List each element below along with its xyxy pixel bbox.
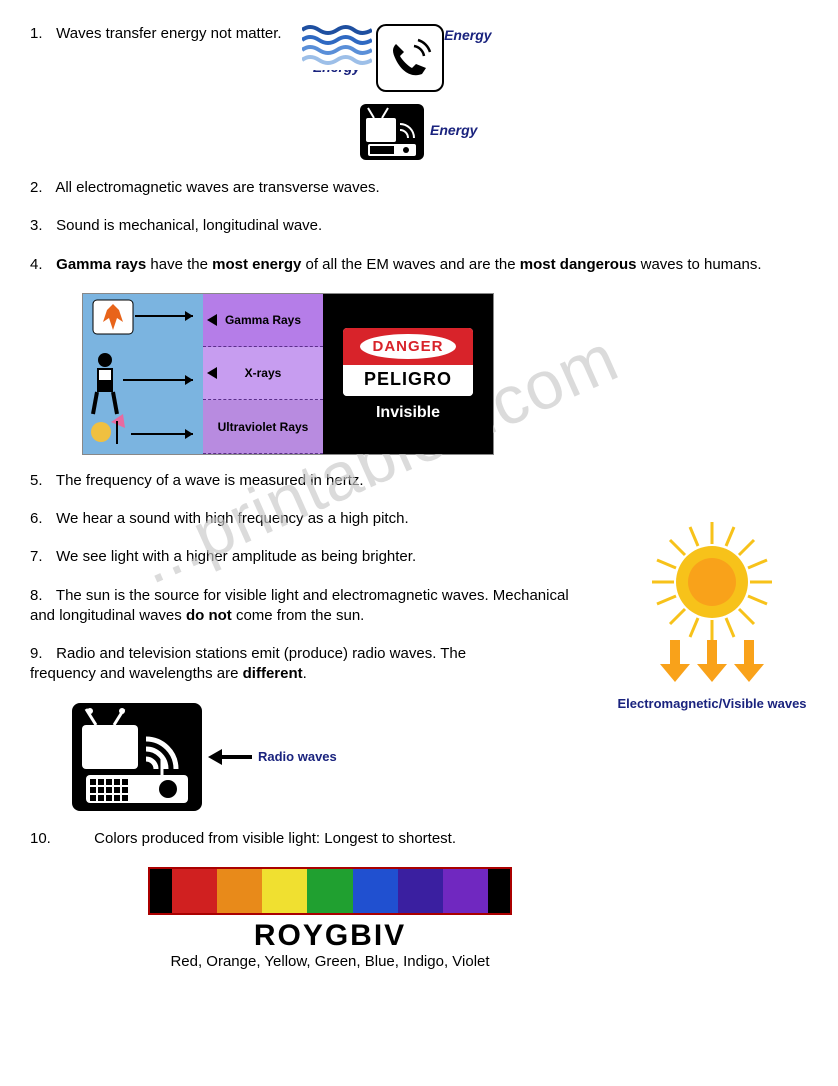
list-item-5: 5. The frequency of a wave is measured i…: [30, 471, 808, 491]
list-item-2: 2. All electromagnetic waves are transve…: [30, 178, 808, 198]
tv-radio-icon: [360, 104, 424, 160]
list-item-8: 8. The sun is the source for visible lig…: [30, 586, 570, 627]
item-number: 9.: [30, 644, 52, 664]
item-number: 1.: [30, 24, 52, 44]
gamma-danger-panel: DANGER PELIGRO Invisible: [323, 294, 493, 454]
item-number: 3.: [30, 216, 52, 236]
item-text: The frequency of a wave is measured in h…: [56, 472, 364, 489]
phone-icon: [376, 24, 444, 92]
item-number: 4.: [30, 255, 52, 275]
radio-figure: Radio waves: [72, 703, 808, 811]
gamma-bands-panel: Gamma RaysX-raysUltraviolet Rays: [203, 294, 323, 454]
roygbiv-label: ROYGBIV: [130, 919, 530, 953]
item-number: 7.: [30, 547, 52, 567]
tv-radio-big-icon: [72, 703, 202, 811]
list-item-3: 3. Sound is mechanical, longitudinal wav…: [30, 216, 808, 236]
item-number: 5.: [30, 471, 52, 491]
colors-list: Red, Orange, Yellow, Green, Blue, Indigo…: [130, 953, 530, 970]
energy-label: Energy: [444, 26, 491, 45]
item-text: All electromagnetic waves are transverse…: [55, 179, 379, 196]
item-text: We hear a sound with high frequency as a…: [56, 510, 408, 527]
spectrum-figure: ROYGBIV Red, Orange, Yellow, Green, Blue…: [130, 867, 530, 970]
energy-label: Energy: [430, 122, 477, 138]
list-item-1: 1. Waves transfer energy not matter. Ene…: [30, 24, 808, 92]
list-item-7: 7. We see light with a higher amplitude …: [30, 547, 570, 567]
item-number: 2.: [30, 178, 52, 198]
sun-figure: Electromagnetic/Visible waves: [602, 510, 822, 711]
list-item-4: 4. Gamma rays have the most energy of al…: [30, 255, 808, 275]
item-text: We see light with a higher amplitude as …: [56, 548, 416, 565]
gamma-sources-panel: [83, 294, 203, 454]
item-text-rich: Gamma rays have the most energy of all t…: [56, 256, 761, 273]
item-text: Colors produced from visible light: Long…: [94, 830, 456, 847]
arrow-left-icon: [208, 746, 252, 768]
danger-sign: DANGER PELIGRO: [341, 326, 475, 398]
item-number: 10.: [30, 829, 70, 849]
water-waves-icon: [302, 24, 372, 70]
gamma-rays-figure: Gamma RaysX-raysUltraviolet Rays DANGER …: [82, 293, 494, 455]
item-text-rich: The sun is the source for visible light …: [30, 587, 569, 624]
item-text: Sound is mechanical, longitudinal wave.: [56, 217, 322, 234]
invisible-label: Invisible: [376, 404, 440, 422]
list-item-6: 6. We hear a sound with high frequency a…: [30, 509, 570, 529]
sun-icon: [612, 510, 812, 690]
item-text-rich: Radio and television stations emit (prod…: [30, 645, 466, 682]
energy-icons-row: Energy Energy: [302, 24, 444, 92]
danger-label: DANGER: [360, 334, 455, 359]
item-text: Waves transfer energy not matter.: [56, 25, 281, 42]
item-number: 6.: [30, 509, 52, 529]
peligro-label: PELIGRO: [343, 365, 473, 396]
sun-caption: Electromagnetic/Visible waves: [602, 696, 822, 711]
item-number: 8.: [30, 586, 52, 606]
list-item-10: 10. Colors produced from visible light: …: [30, 829, 808, 849]
list-item-9: 9. Radio and television stations emit (p…: [30, 644, 510, 685]
radio-waves-label: Radio waves: [258, 749, 337, 764]
visible-spectrum-bar: [148, 867, 512, 915]
